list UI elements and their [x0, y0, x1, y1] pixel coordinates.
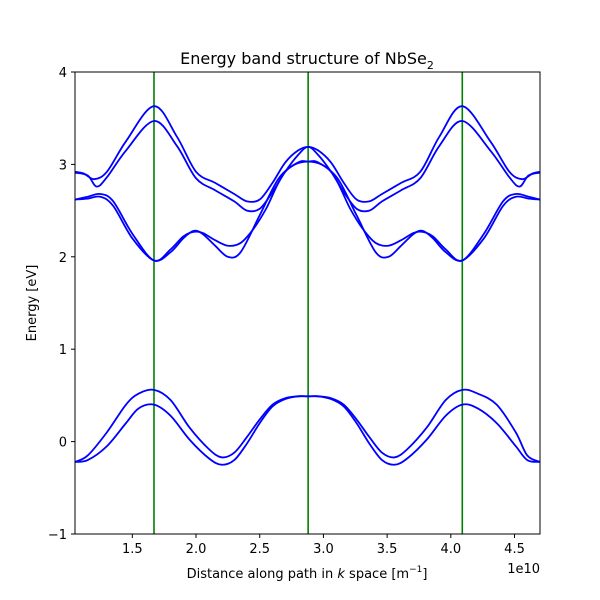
band-lines [75, 105, 540, 466]
x-axis-label: Distance along path in k space [m−1] [187, 565, 428, 582]
band-line-5 [75, 105, 540, 203]
band-line-1 [75, 388, 540, 463]
y-tick-label: 3 [59, 158, 67, 173]
band-line-3 [75, 160, 540, 262]
x-tick-label: 2.0 [186, 542, 207, 557]
x-tick-label: 2.5 [249, 542, 270, 557]
y-axis-label: Energy [eV] [25, 265, 40, 342]
plot-area [75, 72, 540, 534]
x-tick-label: 1.5 [122, 542, 143, 557]
x-axis-ticks: 1.5 2.0 2.5 3.0 3.5 4.0 4.5 [122, 534, 525, 557]
y-tick-label: 2 [59, 251, 67, 266]
chart-title: Energy band structure of NbSe2 [180, 49, 434, 72]
axes-frame [74, 71, 541, 535]
high-symmetry-lines [153, 72, 464, 534]
y-tick-label: 4 [59, 66, 67, 81]
y-tick-label: −1 [48, 528, 67, 543]
x-tick-label: 3.0 [313, 542, 334, 557]
y-tick-label: 0 [59, 436, 67, 451]
x-tick-label: 4.5 [504, 542, 525, 557]
x-tick-label: 4.0 [440, 542, 461, 557]
x-offset-text: 1e10 [507, 562, 540, 577]
x-tick-label: 3.5 [377, 542, 398, 557]
y-tick-label: 1 [59, 343, 67, 358]
y-axis-ticks: −1 0 1 2 3 4 [48, 66, 75, 543]
